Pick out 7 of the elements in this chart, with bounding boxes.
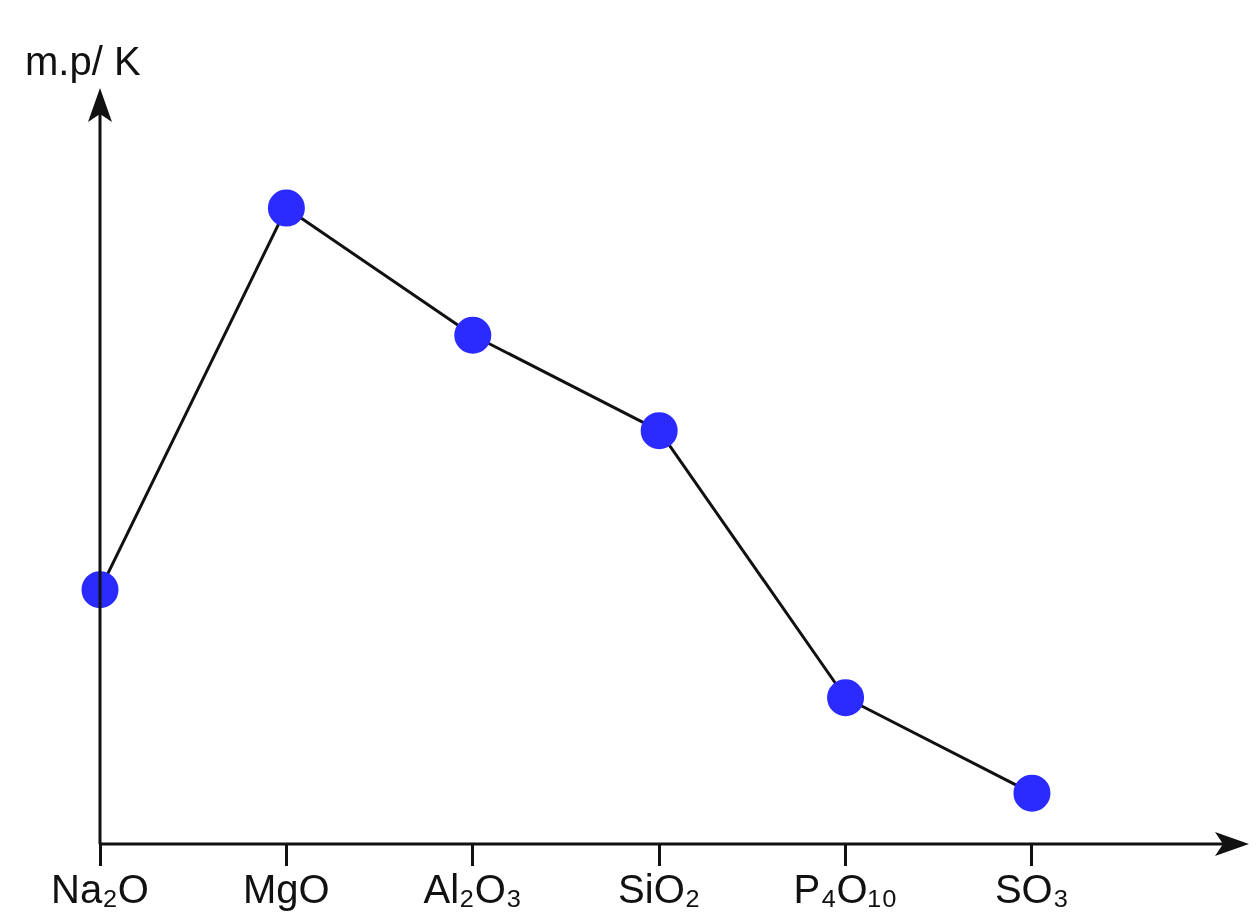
x-tick-label: Na₂O: [51, 867, 149, 912]
x-tick-label: P₄O₁₀: [793, 867, 898, 912]
x-tick-label: SiO₂: [618, 867, 701, 912]
x-tick-label: MgO: [243, 867, 330, 912]
x-tick-label: SO₃: [994, 867, 1070, 912]
y-axis-title: m.p/ K: [25, 39, 141, 83]
x-tick-label: Al₂O₃: [423, 867, 523, 912]
